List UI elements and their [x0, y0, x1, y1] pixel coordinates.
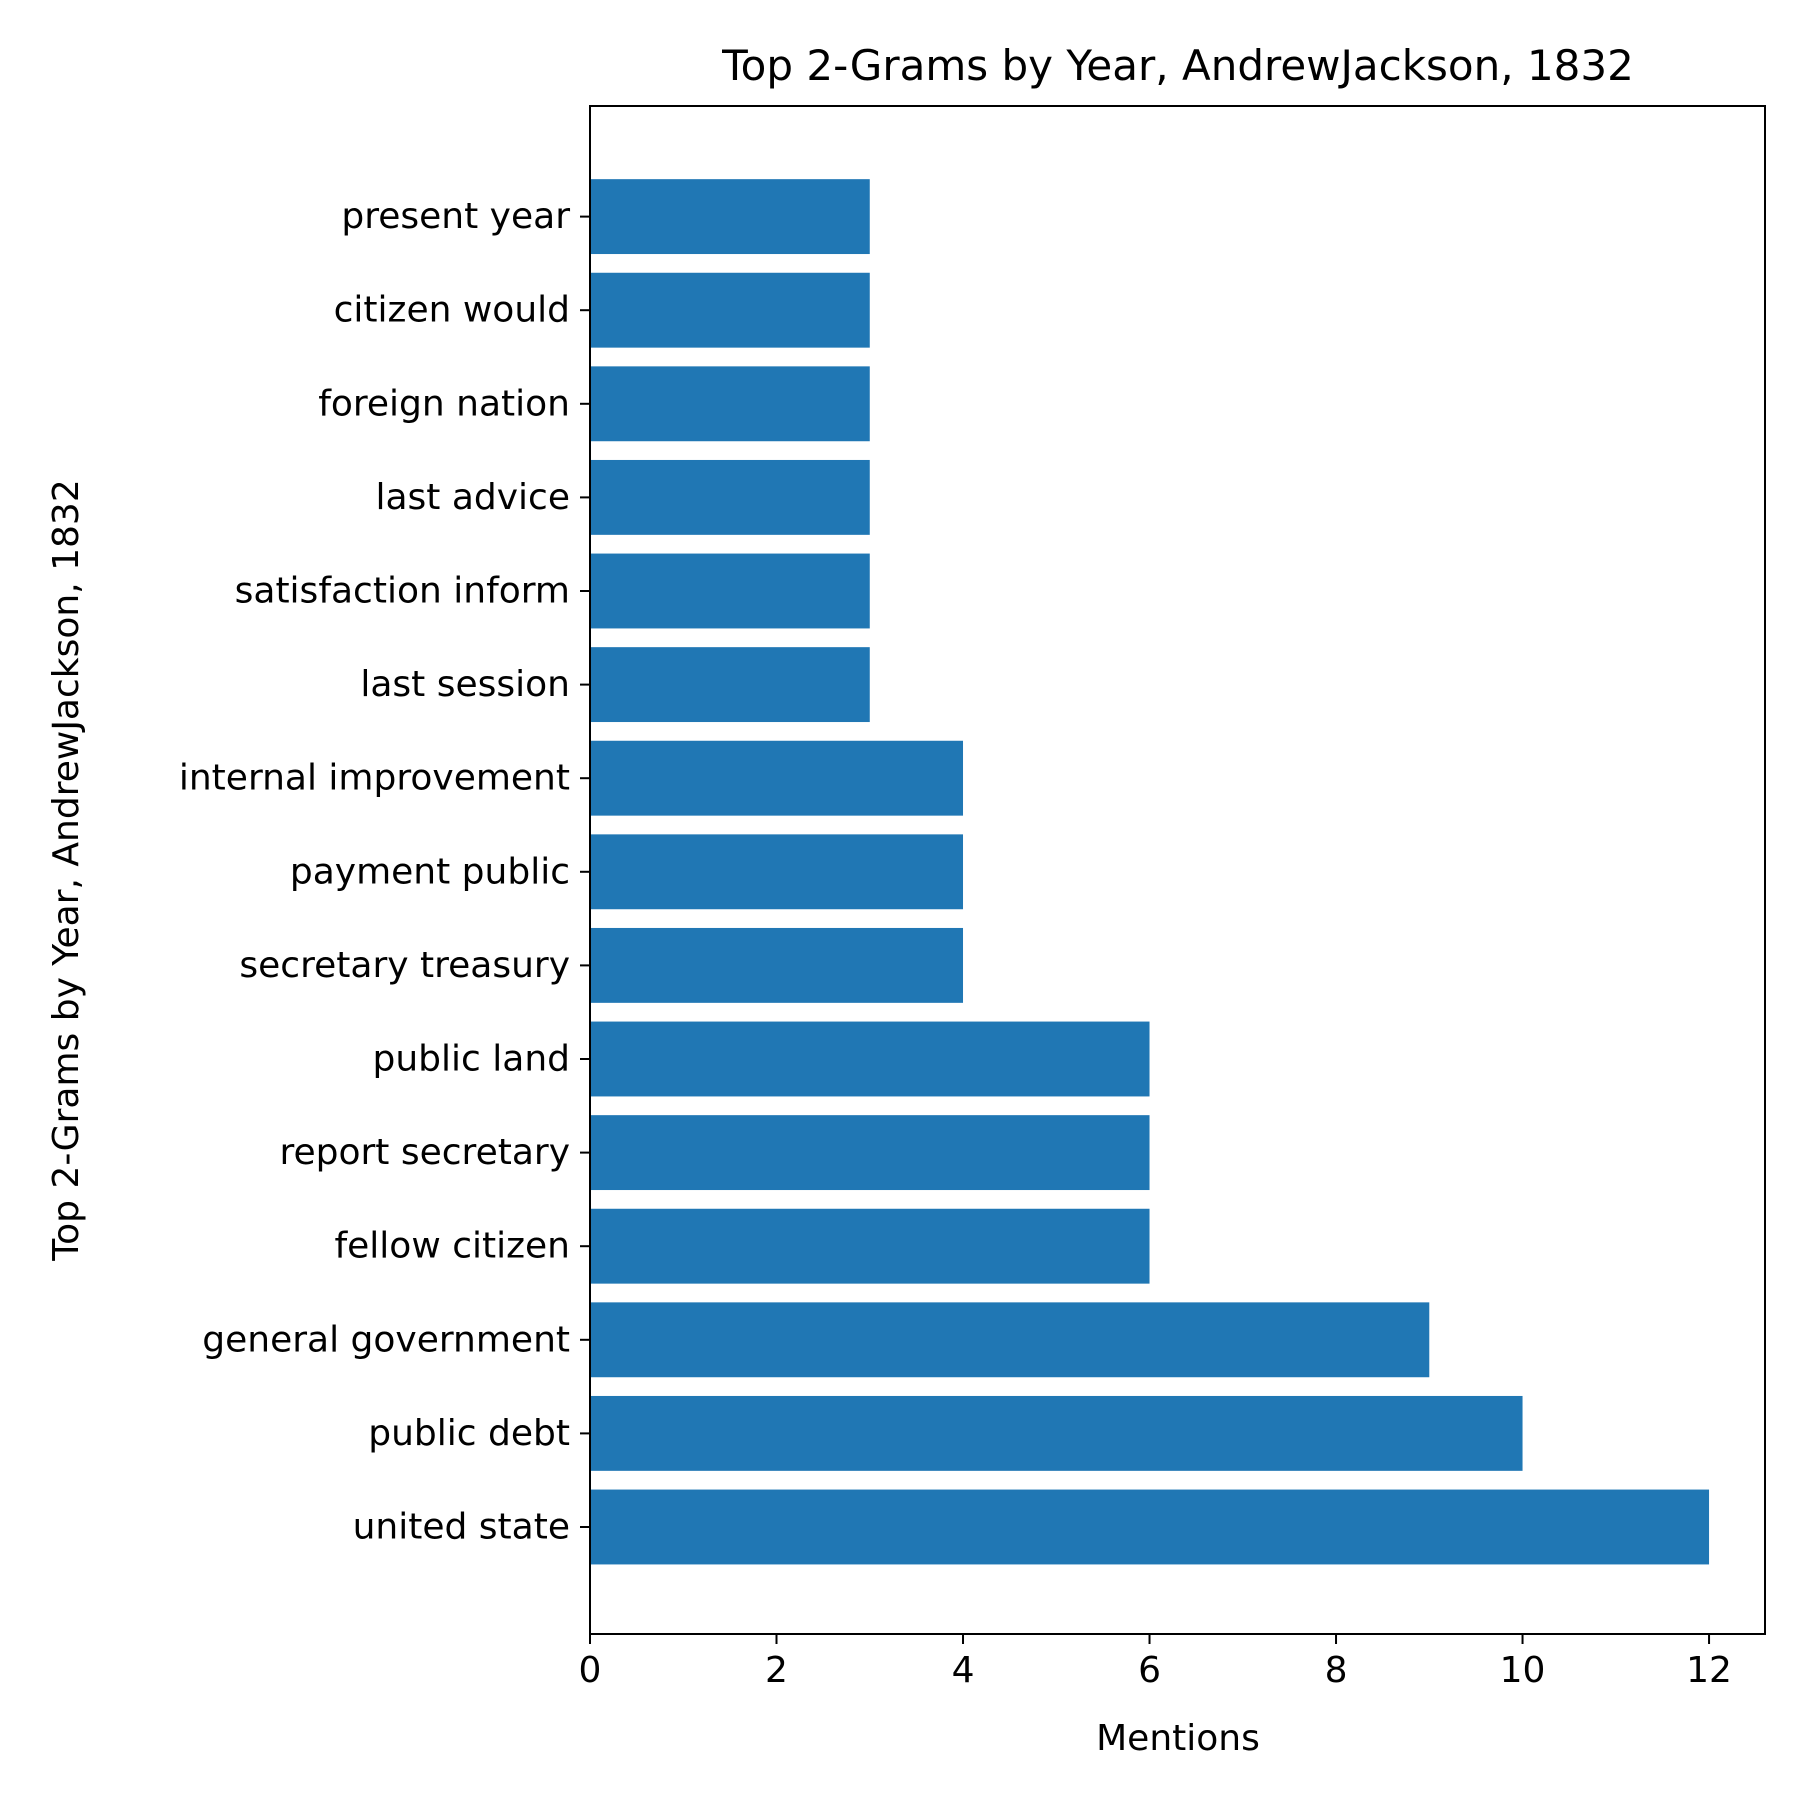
x-tick-label: 12 — [1686, 1650, 1732, 1691]
x-tick-label: 4 — [952, 1650, 975, 1691]
y-tick-label: public land — [373, 1039, 571, 1080]
y-tick-label: general government — [202, 1319, 570, 1360]
y-tick-label: satisfaction inform — [235, 571, 570, 612]
bar-present-year — [590, 179, 870, 255]
bars-layer — [590, 179, 1710, 1565]
y-tick-label: citizen would — [334, 290, 570, 331]
y-tick-label: last advice — [375, 477, 570, 518]
x-tick-label: 6 — [1138, 1650, 1161, 1691]
bar-fellow-citizen — [590, 1208, 1150, 1284]
bar-citizen-would — [590, 272, 870, 348]
bar-last-advice — [590, 459, 870, 535]
x-axis-ticks: 0 2 4 6 8 10 12 — [579, 1634, 1732, 1691]
x-tick-label: 0 — [579, 1650, 602, 1691]
y-axis-ticks: united state public debt general governmen… — [179, 196, 590, 1548]
y-tick-label: fellow citizen — [334, 1226, 570, 1267]
x-axis-label: Mentions — [1096, 1718, 1260, 1759]
bar-satisfaction-inform — [590, 553, 870, 629]
y-tick-label: report secretary — [279, 1132, 570, 1173]
bar-internal-improvement — [590, 740, 964, 816]
bar-last-session — [590, 647, 870, 723]
bar-public-debt — [590, 1395, 1523, 1471]
y-tick-label: public debt — [368, 1413, 570, 1454]
y-tick-label: last session — [360, 664, 570, 705]
chart-title: Top 2-Grams by Year, AndrewJackson, 1832 — [721, 41, 1634, 90]
y-tick-label: united state — [353, 1507, 570, 1548]
bar-report-secretary — [590, 1115, 1150, 1191]
bar-foreign-nation — [590, 366, 870, 442]
y-tick-label: internal improvement — [179, 758, 570, 799]
bar-secretary-treasury — [590, 927, 964, 1003]
y-tick-label: secretary treasury — [239, 945, 570, 986]
y-tick-label: payment public — [290, 851, 570, 892]
x-tick-label: 2 — [765, 1650, 788, 1691]
x-tick-label: 8 — [1325, 1650, 1348, 1691]
y-tick-label: present year — [341, 196, 570, 237]
bar-public-land — [590, 1021, 1150, 1097]
plot-area-frame — [589, 105, 1766, 1635]
y-tick-label: foreign nation — [318, 383, 570, 424]
bar-general-government — [590, 1302, 1430, 1378]
y-axis-label: Top 2-Grams by Year, AndrewJackson, 1832 — [46, 479, 87, 1261]
bar-payment-public — [590, 834, 964, 910]
x-tick-label: 10 — [1500, 1650, 1546, 1691]
bar-united-state — [590, 1489, 1710, 1565]
